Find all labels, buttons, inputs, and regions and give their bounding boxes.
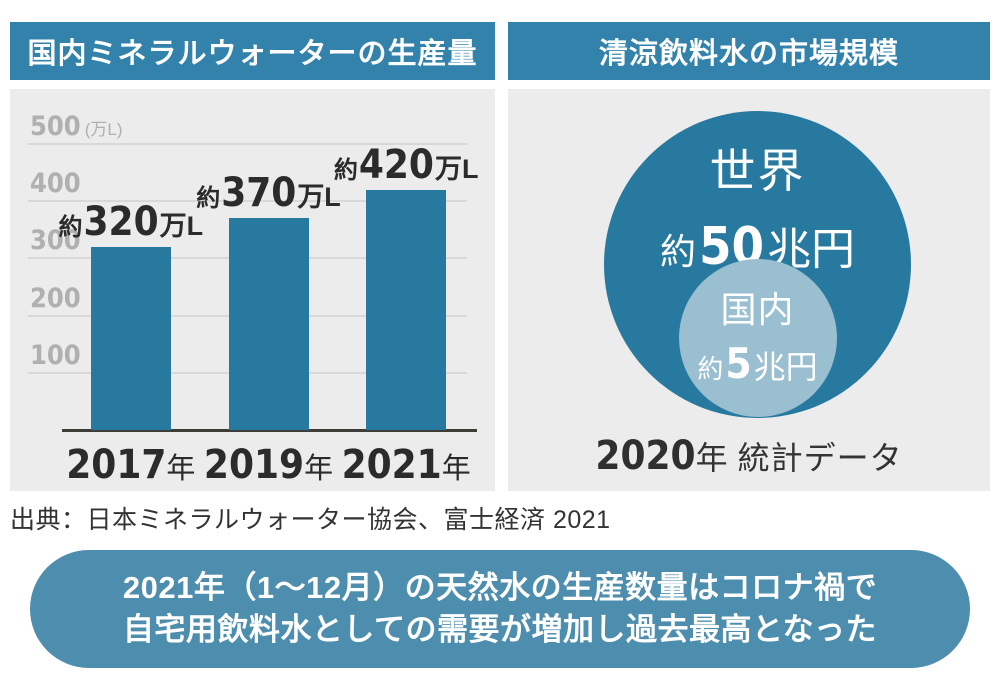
y-tick-value: 500 <box>30 111 81 142</box>
world-amount-prefix: 約 <box>659 231 696 272</box>
y-tick-label: 200 <box>30 282 81 314</box>
y-tick-label: 100 <box>30 339 81 371</box>
bar-label-suffix: 万L <box>434 153 479 184</box>
domestic-market-circle: 国内 約5兆円 <box>678 259 837 417</box>
x-category-label: 2021年 <box>306 442 506 488</box>
gridline <box>28 143 467 145</box>
bar-label-prefix: 約 <box>58 213 83 241</box>
summary-callout: 2021年（1〜12月）の天然水の生産数量はコロナ禍で 自宅用飲料水としての需要… <box>30 550 970 668</box>
domestic-amount: 約5兆円 <box>679 339 837 388</box>
bar-label-value: 420 <box>358 141 434 188</box>
caption-label: 統計データ <box>737 440 903 476</box>
category-year: 2019 <box>203 442 305 488</box>
bar-label-prefix: 約 <box>196 185 221 213</box>
caption-year-suffix: 年 <box>695 440 728 476</box>
market-size-panel: 世界 約50兆円 国内 約5兆円 2020年 統計データ <box>508 89 990 491</box>
domestic-amount-suffix: 兆円 <box>753 349 818 385</box>
source-note: 出典：日本ミネラルウォーター協会、富士経済 2021 <box>10 506 611 534</box>
bar-2021 <box>366 189 447 430</box>
bar-chart-panel: 100 200 300 400 500 (万L) 約320万L 2017年 約370万L 2019… <box>10 89 495 491</box>
world-label: 世界 <box>709 145 806 197</box>
gridline <box>28 200 467 203</box>
x-category-label: 2019年 <box>169 442 369 488</box>
category-year: 2021 <box>341 442 442 488</box>
category-year: 2017 <box>66 442 167 488</box>
y-tick-label: 500 (万L) <box>30 110 123 142</box>
caption-year: 2020 <box>595 433 696 479</box>
bar-label-suffix: 万L <box>297 182 341 213</box>
domestic-label: 国内 <box>720 289 795 330</box>
bar-value-label: 約370万L <box>159 168 379 218</box>
callout-line1: 2021年（1〜12月）の天然水の生産数量はコロナ禍で <box>122 570 878 605</box>
domestic-amount-prefix: 約 <box>697 354 724 384</box>
category-suffix: 年 <box>304 453 334 485</box>
bar-label-suffix: 万L <box>159 210 204 241</box>
callout-line2: 自宅用飲料水としての需要が増加し過去最高となった <box>122 612 878 647</box>
y-tick-value: 200 <box>30 282 81 314</box>
y-tick-value: 400 <box>30 168 81 200</box>
bar-label-prefix: 約 <box>333 156 358 184</box>
stats-caption: 2020年 統計データ <box>508 433 990 479</box>
y-axis-unit: (万L) <box>84 120 123 139</box>
domestic-amount-value: 5 <box>725 339 752 388</box>
bar-2017 <box>90 246 171 430</box>
y-tick-value: 100 <box>30 339 81 371</box>
bar-2019 <box>228 218 309 430</box>
category-suffix: 年 <box>166 453 196 485</box>
bar-label-value: 320 <box>83 198 159 245</box>
right-panel-title: 清涼飲料水の市場規模 <box>508 22 990 80</box>
category-suffix: 年 <box>441 453 471 485</box>
world-market-circle: 世界 約50兆円 国内 約5兆円 <box>604 111 911 418</box>
y-tick-value: 300 <box>30 225 81 257</box>
y-tick-label: 400 <box>30 167 81 199</box>
x-axis-line <box>62 429 477 432</box>
bar-chart: 100 200 300 400 500 (万L) 約320万L 2017年 約370万L 2019… <box>10 89 495 491</box>
x-category-label: 2017年 <box>31 442 231 488</box>
left-panel-title: 国内ミネラルウォーターの生産量 <box>10 22 495 80</box>
bar-value-label: 約320万L <box>21 197 241 247</box>
bar-label-value: 370 <box>221 170 297 217</box>
y-tick-label: 300 <box>30 224 81 256</box>
bar-value-label: 約420万L <box>296 140 516 190</box>
